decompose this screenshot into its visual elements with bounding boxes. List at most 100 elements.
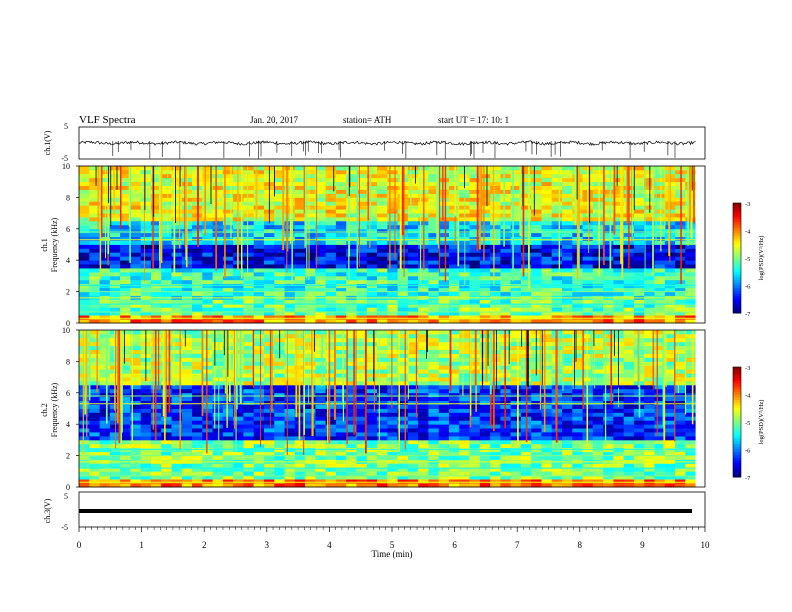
spectrogram-cell — [181, 345, 193, 350]
ch1-frame — [78, 126, 706, 160]
colorbar-cell — [733, 211, 741, 215]
spectrogram-cell — [510, 416, 522, 421]
spectrogram-cell — [397, 455, 409, 460]
spectrogram-cell — [305, 256, 316, 261]
spectrogram-cell — [675, 353, 686, 358]
spectrogram-cell — [479, 412, 491, 417]
spectrogram-cell — [335, 197, 347, 202]
spectrogram-cell — [356, 220, 368, 226]
spectrogram-cell — [140, 404, 152, 409]
spectrogram-cell — [192, 357, 203, 362]
spectrogram-cell — [551, 303, 563, 308]
spectrogram-cell — [418, 333, 429, 339]
spectrogram-cell — [562, 315, 573, 320]
spectrogram-cell — [685, 311, 696, 316]
spectrogram-cell — [592, 353, 604, 358]
spectrogram-cell — [305, 252, 316, 257]
spectrogram-cell — [181, 287, 193, 292]
spectrogram-cell — [664, 345, 676, 350]
colorbar-cell — [733, 222, 741, 226]
spectrogram-cell — [356, 412, 368, 417]
spectrogram-cell — [212, 248, 224, 253]
spectrogram-cell — [171, 268, 183, 273]
spectrogram-cell — [243, 275, 255, 281]
spectrogram-cell — [551, 256, 563, 261]
spectrogram-cell — [603, 483, 614, 488]
spectrogram-cell — [479, 205, 491, 210]
spectrogram-cell — [613, 252, 625, 257]
spectrogram-cell — [99, 252, 111, 257]
spectrogram-cell — [335, 475, 347, 480]
spectrogram-cell — [243, 279, 255, 285]
spectrogram-cell — [212, 303, 224, 308]
spectrogram-cell — [305, 213, 316, 218]
spectrogram-cell — [377, 420, 388, 425]
spectrogram-cell — [562, 455, 573, 460]
spectrogram-cell — [407, 361, 419, 366]
spectrogram-cell — [428, 412, 440, 417]
spectrogram-cell — [274, 193, 285, 198]
spectrogram-cell — [407, 232, 419, 237]
spectrogram-cell — [449, 471, 460, 476]
spectrogram-cell — [171, 166, 183, 171]
spectrogram-cell — [479, 264, 491, 269]
spectrogram-cell — [654, 412, 666, 417]
spectrogram-cell — [541, 381, 553, 386]
spectrogram-cell — [479, 224, 491, 230]
spectrogram-cell — [397, 420, 409, 425]
spectrogram-cell — [315, 307, 327, 312]
spectrogram-cell — [418, 420, 429, 425]
spectrogram-cell — [428, 236, 440, 241]
spectrogram-cell — [79, 197, 90, 202]
spectrogram-cell — [294, 272, 306, 277]
spectrogram-cell — [510, 333, 522, 339]
spectrogram-cell — [274, 467, 285, 472]
spectrogram-cell — [171, 337, 183, 343]
spectrogram-cell — [212, 299, 224, 304]
spectrogram-cell — [284, 369, 296, 374]
spectrogram-cell — [212, 220, 224, 226]
spectrogram-cell — [274, 228, 285, 234]
spectrogram-cell — [120, 365, 131, 370]
spectrogram-cell — [171, 185, 183, 190]
colorbar-cell — [733, 307, 741, 311]
spectrogram-cell — [633, 283, 645, 289]
spectrogram-cell — [161, 483, 172, 488]
spectrogram-cell — [633, 275, 645, 281]
spectrogram-cell — [633, 244, 645, 249]
spectrogram-cell — [387, 361, 398, 366]
spectrogram-cell — [89, 224, 100, 230]
spectrogram-cell — [120, 166, 131, 171]
spectrogram-cell — [346, 307, 357, 312]
spectrogram-cell — [603, 357, 614, 362]
spectrogram-cell — [685, 283, 696, 289]
spectrogram-cell — [294, 447, 306, 453]
spectrogram-cell — [449, 217, 460, 222]
spectrogram-cell — [479, 260, 491, 265]
spectrogram-cell — [150, 319, 162, 324]
spectrogram-cell — [212, 279, 224, 285]
spectrogram-cell — [551, 185, 563, 190]
spectrogram-cell — [120, 244, 131, 249]
spectrogram-cell — [253, 248, 265, 253]
spectrogram-cell — [99, 349, 111, 354]
spectrogram-cell — [500, 169, 512, 175]
spectrogram-cell — [407, 463, 419, 468]
spectrogram-cell — [109, 185, 121, 190]
spectrogram-cell — [562, 307, 573, 312]
spectrogram-cell — [233, 447, 244, 453]
spectrogram-cell — [346, 260, 357, 265]
spectrogram-cell — [633, 209, 645, 214]
spectrogram-cell — [335, 451, 347, 456]
spectrogram-cell — [510, 185, 522, 190]
spectrogram-cell — [654, 248, 666, 253]
spectrogram-cell — [294, 315, 306, 320]
spectrogram-cell — [685, 467, 696, 472]
spectrogram-cell — [253, 475, 265, 480]
spectrogram-cell — [335, 236, 347, 241]
spectrogram-cell — [675, 424, 686, 429]
spectrogram-cell — [664, 315, 676, 320]
spectrogram-cell — [644, 428, 655, 433]
spectrogram-cell — [171, 369, 183, 374]
spectrogram-cell — [243, 392, 255, 398]
